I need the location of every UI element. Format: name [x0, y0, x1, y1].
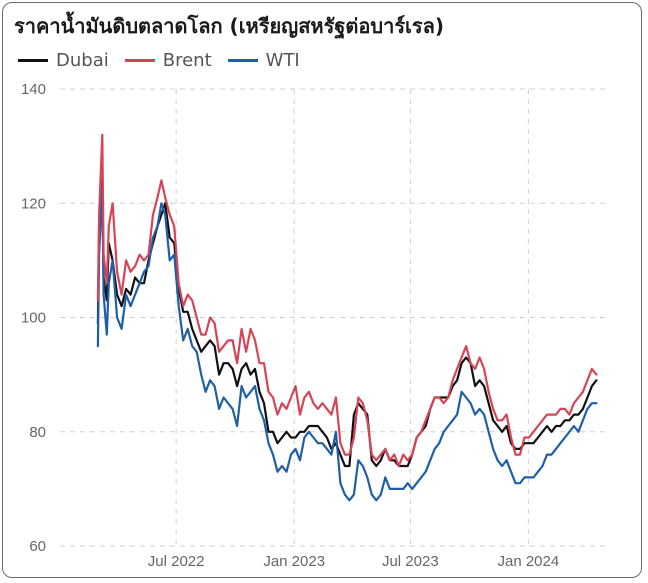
x-tick-label: Jan 2024 — [497, 553, 559, 570]
legend-swatch-wti — [227, 59, 258, 62]
series-line-brent — [96, 133, 598, 468]
x-axis-ticks: Jul 2022 Jan 2023 Jul 2023 Jan 2024 — [148, 553, 559, 570]
chart-title: ราคาน้ำมันดิบตลาดโลก (เหรียญสหรัฐต่อบาร์… — [14, 14, 445, 38]
y-tick-label: 140 — [21, 81, 46, 98]
chart-legend: Dubai Brent WTI — [18, 50, 300, 71]
y-tick-label: 80 — [29, 424, 46, 441]
y-tick-label: 60 — [29, 538, 46, 555]
grid-lines — [60, 88, 606, 547]
y-tick-label: 100 — [21, 310, 46, 327]
legend-swatch-dubai — [18, 59, 48, 62]
legend-label-dubai: Dubai — [56, 50, 109, 71]
legend-swatch-brent — [124, 59, 155, 62]
series-line-dubai — [96, 179, 598, 468]
legend-label-brent: Brent — [162, 50, 212, 71]
legend-item-dubai: Dubai — [18, 50, 109, 71]
legend-item-wti: WTI — [227, 50, 300, 71]
series-lines — [96, 133, 598, 502]
x-tick-label: Jul 2023 — [382, 553, 439, 570]
series-line-wti — [96, 185, 598, 502]
legend-item-brent: Brent — [124, 50, 212, 71]
y-tick-label: 120 — [21, 195, 46, 212]
x-tick-label: Jan 2023 — [263, 553, 325, 570]
y-axis-ticks: 60 80 100 120 140 — [21, 81, 46, 555]
x-tick-label: Jul 2022 — [148, 553, 205, 570]
legend-label-wti: WTI — [265, 50, 300, 71]
